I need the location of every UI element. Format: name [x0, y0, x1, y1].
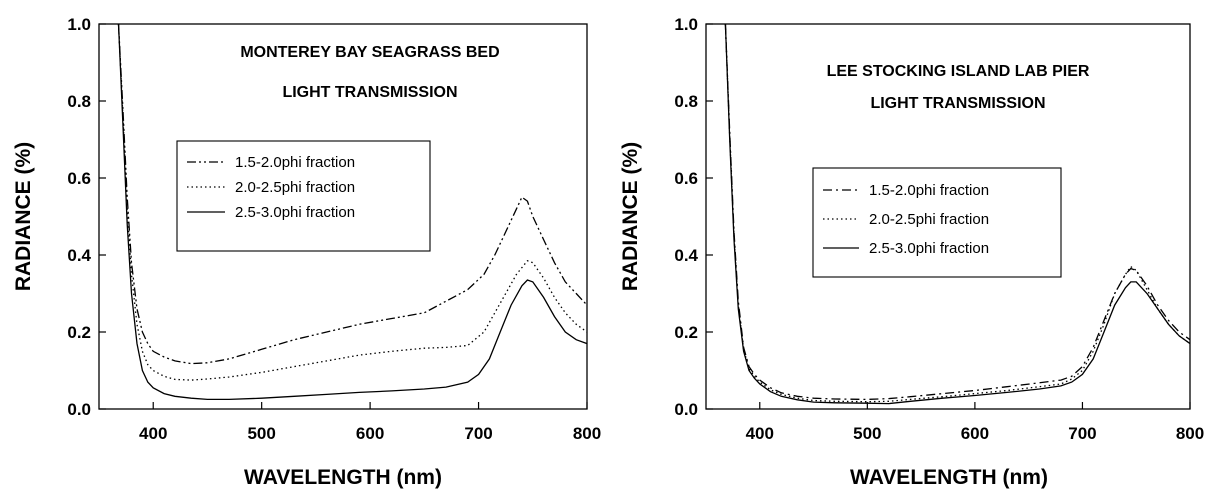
- chart-panel-2: 0.0 0.2 0.4 0.6 0.8 1.0 400 500 600 700 800 WAVELEN…: [619, 15, 1204, 489]
- y-tick-label: 0.0: [674, 400, 698, 419]
- series-line-3: [117, 24, 587, 401]
- legend-label: 1.5-2.0phi fraction: [235, 154, 355, 171]
- legend-label: 1.5-2.0phi fraction: [869, 182, 989, 199]
- x-tick-label: 500: [853, 424, 881, 443]
- chart-panel-1: 0.0 0.2 0.4 0.6 0.8 1.0 400 500 600 700 800 WAVELEN…: [12, 15, 601, 489]
- legend-label: 2.5-3.0phi fraction: [869, 240, 989, 257]
- y-tick-label: 0.8: [674, 92, 698, 111]
- legend-box: [812, 167, 1062, 278]
- x-tick-label: 700: [464, 424, 492, 443]
- x-axis-title: WAVELENGTH (nm): [850, 466, 1048, 489]
- y-tick-label: 0.6: [67, 169, 91, 188]
- legend-label: 2.0-2.5phi fraction: [869, 211, 989, 228]
- chart-title-line-1: MONTEREY BAY SEAGRASS BED: [240, 44, 499, 61]
- x-tick-label: 600: [356, 424, 384, 443]
- chart-title-line-2: LIGHT TRANSMISSION: [282, 84, 457, 101]
- y-tick-label: 0.0: [67, 400, 91, 419]
- x-tick-label: 800: [1176, 424, 1204, 443]
- plot-frame: [98, 23, 588, 410]
- y-tick-label: 0.2: [674, 323, 698, 342]
- y-axis-title: RADIANCE (%): [619, 142, 642, 291]
- legend-box: [176, 140, 431, 252]
- x-axis-title: WAVELENGTH (nm): [244, 466, 442, 489]
- y-tick-label: 0.6: [674, 169, 698, 188]
- x-tick-label: 600: [961, 424, 989, 443]
- legend-label: 2.0-2.5phi fraction: [235, 179, 355, 196]
- legend: 1.5-2.0phi fraction 2.0-2.5phi fraction 2.…: [812, 167, 1062, 278]
- series-line-1: [724, 24, 1190, 401]
- chart-title-line-1: LEE STOCKING ISLAND LAB PIER: [827, 63, 1090, 80]
- legend-label: 2.5-3.0phi fraction: [235, 204, 355, 221]
- x-tick-label: 400: [746, 424, 774, 443]
- x-tick-label: 700: [1068, 424, 1096, 443]
- y-tick-label: 1.0: [67, 15, 91, 34]
- y-tick-label: 0.4: [674, 246, 698, 265]
- y-tick-label: 0.8: [67, 92, 91, 111]
- x-tick-label: 400: [139, 424, 167, 443]
- chart-title-line-2: LIGHT TRANSMISSION: [870, 95, 1045, 112]
- series-line-3: [724, 24, 1190, 405]
- plot-frame: [705, 23, 1191, 410]
- legend: 1.5-2.0phi fraction 2.0-2.5phi fraction 2.…: [176, 140, 431, 252]
- x-tick-label: 500: [247, 424, 275, 443]
- y-tick-label: 1.0: [674, 15, 698, 34]
- y-axis-title: RADIANCE (%): [12, 142, 35, 291]
- y-tick-label: 0.2: [67, 323, 91, 342]
- series-line-1: [117, 24, 587, 365]
- x-tick-label: 800: [573, 424, 601, 443]
- y-tick-label: 0.4: [67, 246, 91, 265]
- series-line-2: [117, 24, 587, 381]
